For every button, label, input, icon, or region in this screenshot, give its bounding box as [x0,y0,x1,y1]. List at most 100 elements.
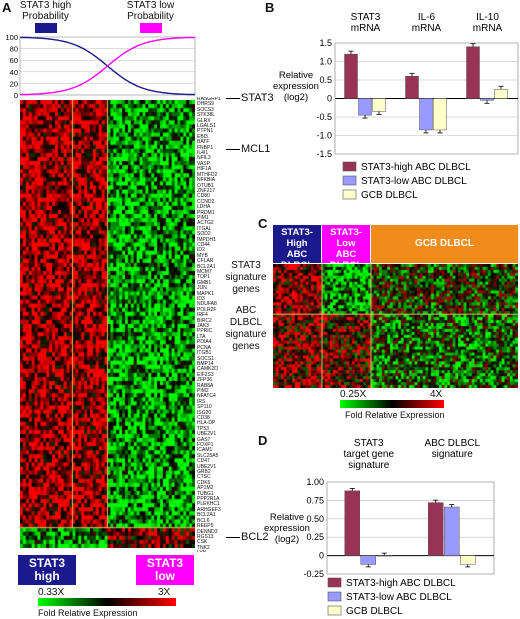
category-label: mRNA [351,23,381,34]
category-label: IL-6 [418,12,436,23]
prob-ytick: 0 [14,91,18,100]
gene-label: LTA [197,333,206,340]
gene-label: PIM2 [197,387,209,394]
bar [360,555,376,565]
y-axis-label: (log2) [275,534,299,545]
gene-label: EBI3 [197,133,208,140]
gene-label: GAS7 [197,436,211,443]
c-head-low-2: ABC [335,249,357,260]
stat3-marker-line [226,98,240,99]
y-tick-label: 1.00 [306,477,324,487]
gene-label: LYN [197,550,235,552]
gene-label: CDK6 [197,479,211,486]
prob-low-line2: Probability [127,11,174,22]
gene-label: ISG20 [197,409,212,416]
gene-label: BIRC2 [197,317,212,324]
gene-label: AP1M2 [197,485,214,492]
gene-label: MCM7 [197,269,212,275]
gene-label: RASGRP1 [197,97,221,102]
c-row1-2: signature [225,272,267,283]
gene-label: NFKBIA [197,177,216,184]
gene-label: PIM1 [197,214,209,221]
bar [376,555,392,557]
scale-a-min: 0.33X [38,587,65,598]
gene-label: CAMK2D [197,366,218,373]
gene-label: ID2 [197,247,205,254]
gene-label: FOXP1 [197,442,214,448]
gene-label: PPP2R1A [197,496,220,503]
gene-label: IRF4 [197,312,208,319]
gene-label: JUN [197,285,207,292]
gene-label: ZFP36 [197,377,213,384]
gene-label: RAB8A [197,382,214,389]
gene-label: HLA-DP [197,420,216,427]
gene-label: ITGAL [197,225,212,232]
heatmap-a-canvas [20,100,195,548]
mcl1-marker: MCL1 [241,143,271,155]
heatmap-c-canvas [273,264,518,388]
stat3-low-swatch [140,23,162,33]
prob-ytick: 20 [10,79,18,88]
scale-c-min: 0.25X [340,389,367,400]
legend-label: GCB DLBCL [361,190,418,201]
panel-c-label: C [258,216,268,231]
c-row2-3: signature [225,329,267,340]
gene-label: EIF2S3 [197,371,214,378]
legend-swatch [327,591,342,602]
gene-label: CD47 [197,458,210,465]
prob-high-line1: STAT3 high [19,0,72,11]
prob-high-title: STAT3 high Probability [8,0,83,22]
stat3-high-swatch [35,23,57,33]
gene-label: RGS13 [197,533,214,540]
stat3-low-box: STAT3 low [136,555,194,585]
gene-label: FNBP1 [197,144,214,151]
y-tick-label: 0.50 [306,514,324,524]
panel-a-label: A [2,0,12,15]
legend-label: STAT3-low ABC DLBCL [346,592,452,603]
gene-label: CD44 [197,241,210,248]
c-row2-2: DLBCL [229,317,263,328]
y-tick-label: 0.75 [306,495,324,505]
gene-label: PLEKHC1 [197,501,220,508]
c-row1-1: STAT3 [231,260,261,271]
bar [433,98,447,131]
legend-label: GCB DLBCL [346,606,403,617]
legend-swatch [342,175,357,186]
gene-label: CTSC [197,474,211,481]
box-low-line1: STAT3 [146,556,184,570]
gene-label: SLC25A5 [197,452,219,459]
bar [460,555,476,565]
bar [358,98,372,116]
gene-label: NFATC4 [197,393,216,400]
category-label: IL-10 [476,12,499,23]
legend-swatch [327,605,342,616]
c-head-high-1: STAT3-High [281,227,313,249]
mcl1-marker-line [226,149,240,150]
gene-label: LDHA [197,204,211,211]
legend-label: STAT3-high ABC DLBCL [361,162,471,173]
prob-low-title: STAT3 low Probability [113,0,188,22]
gene-label: ICAM1 [197,447,213,454]
c-head-low: STAT3-Low ABC DLBCL [322,225,370,271]
legend-label: STAT3-low ABC DLBCL [361,176,467,187]
bar [444,506,460,556]
gene-label: SOD2 [197,231,211,238]
y-tick-label: 0.5 [319,75,332,85]
y-tick-label: 1.0 [319,57,332,67]
gene-list: RASGRP1 DHRS9 SOCS3 STK38L GLRX LGALS1 PTPN1 EB… [197,97,235,552]
gene-label: STK38L [197,112,216,119]
y-axis-label: (log2) [284,92,308,103]
gene-label: BCL2A1 [197,512,216,519]
category-label: ABC DLBCL [424,438,480,449]
gene-label: CD80 [197,193,210,200]
bar [344,53,358,99]
prob-ytick: 60 [10,56,18,65]
c-head-gcb: GCB DLBCL [371,225,518,263]
stat3-high-box: STAT3 high [18,555,76,585]
y-tick-label: 0 [327,94,332,104]
legend-label: STAT3-high ABC DLBCL [346,578,456,589]
gene-label: PCNA [197,344,211,351]
prob-ytick: 80 [10,45,18,54]
prob-low-line [19,36,196,96]
gene-label: IL4I1 [197,150,209,157]
